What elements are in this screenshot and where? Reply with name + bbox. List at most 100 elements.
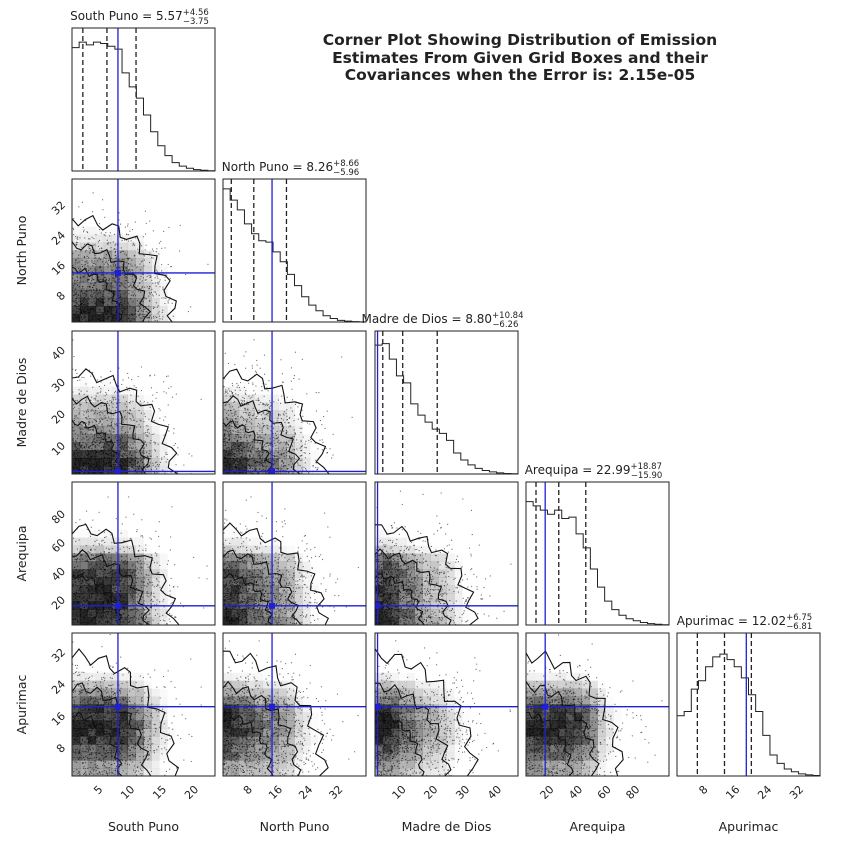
- density-cell: [143, 402, 152, 411]
- scatter-point: [100, 417, 102, 419]
- scatter-point: [77, 279, 79, 281]
- scatter-point: [157, 282, 159, 284]
- scatter-point: [97, 392, 99, 394]
- density-cell: [151, 282, 160, 291]
- density-cell: [119, 410, 128, 419]
- scatter-point: [234, 364, 236, 366]
- scatter-point: [109, 548, 111, 550]
- scatter-point: [132, 271, 134, 273]
- scatter-point: [248, 403, 250, 405]
- scatter-point: [159, 318, 161, 320]
- scatter-point: [142, 549, 144, 551]
- scatter-point: [332, 454, 334, 456]
- density-cell: [111, 426, 120, 435]
- scatter-point: [174, 616, 176, 618]
- scatter-point: [172, 396, 174, 398]
- scatter-point: [228, 439, 230, 441]
- histogram-arequipa: Arequipa = 22.99+18.87 −15.90: [525, 462, 670, 626]
- scatter-point: [78, 267, 80, 269]
- density-cell: [72, 617, 81, 625]
- scatter-point: [153, 420, 155, 422]
- scatter-point: [224, 392, 226, 394]
- scatter-point: [142, 310, 144, 312]
- scatter-point: [301, 421, 303, 423]
- scatter-point: [275, 448, 277, 450]
- scatter-point: [255, 385, 257, 387]
- scatter-point: [263, 425, 265, 427]
- scatter-point: [87, 409, 89, 411]
- scatter-point: [301, 455, 303, 457]
- scatter-point: [135, 387, 137, 389]
- scatter-point: [149, 442, 151, 444]
- scatter-point: [111, 427, 113, 429]
- scatter-point: [105, 258, 107, 260]
- scatter-point: [140, 291, 142, 293]
- scatter-point: [264, 417, 266, 419]
- scatter-point: [85, 268, 87, 270]
- scatter-point: [100, 390, 102, 392]
- scatter-point: [127, 223, 129, 225]
- scatter-point: [161, 264, 163, 266]
- density-cell: [238, 426, 248, 435]
- scatter-point: [72, 404, 74, 406]
- scatter-point: [119, 548, 121, 550]
- density-cell: [144, 395, 152, 403]
- axes-frame-south-puno: [71, 27, 216, 172]
- density-cell: [79, 442, 89, 451]
- scatter-point: [292, 448, 294, 450]
- scatter-point: [120, 532, 122, 534]
- scatter-point: [89, 238, 91, 240]
- density-cell: [127, 442, 136, 451]
- density-cell: [135, 577, 144, 586]
- scatter-point: [93, 257, 95, 259]
- density-cell: [135, 442, 144, 451]
- density-cell: [238, 386, 248, 395]
- scatter-point: [123, 416, 125, 418]
- scatter-point: [139, 307, 141, 309]
- scatter-point: [74, 370, 76, 372]
- scatter-point: [315, 461, 317, 463]
- scatter-point: [151, 279, 153, 281]
- scatter-point: [299, 459, 301, 461]
- density-cell: [87, 418, 97, 427]
- scatter-point: [285, 432, 287, 434]
- scatter-point: [269, 448, 271, 450]
- scatter-point: [142, 315, 144, 317]
- scatter-point: [287, 444, 289, 446]
- scatter-point: [115, 255, 117, 257]
- scatter-point: [93, 544, 95, 546]
- density-cell: [79, 258, 89, 267]
- scatter-point: [88, 423, 90, 425]
- scatter-point: [164, 247, 166, 249]
- scatter-point: [286, 419, 288, 421]
- density-cell: [72, 530, 80, 538]
- scatter-point: [137, 438, 139, 440]
- density-cell: [72, 466, 81, 474]
- scatter-point: [85, 417, 87, 419]
- scatter-point: [113, 248, 115, 250]
- scatter-point: [135, 582, 137, 584]
- histogram-step-line-south-puno: [71, 41, 216, 172]
- scatter-point: [231, 425, 233, 427]
- scatter-point: [245, 436, 247, 438]
- scatter-point: [305, 440, 307, 442]
- scatter-point: [294, 414, 296, 416]
- scatter-point: [94, 399, 96, 401]
- scatter-point: [239, 389, 241, 391]
- scatter-point: [129, 428, 131, 430]
- density-grid-south-puno-vs-arequipa: [72, 530, 168, 625]
- scatter-point: [278, 413, 280, 415]
- scatter-point: [111, 400, 113, 402]
- scatter-point: [253, 454, 255, 456]
- scatter-point: [120, 223, 122, 225]
- scatter-point: [132, 415, 134, 417]
- scatter-point: [150, 440, 152, 442]
- scatter-point: [126, 389, 128, 391]
- panel-content-south-puno-vs-madre-de-dios: [72, 339, 202, 474]
- scatter-point: [157, 584, 159, 586]
- scatter-point: [145, 469, 147, 471]
- scatter-point: [112, 431, 114, 433]
- panel-title-plus-madre-de-dios: +10.84: [492, 311, 523, 321]
- scatter-point: [258, 404, 260, 406]
- scatter-point: [297, 406, 299, 408]
